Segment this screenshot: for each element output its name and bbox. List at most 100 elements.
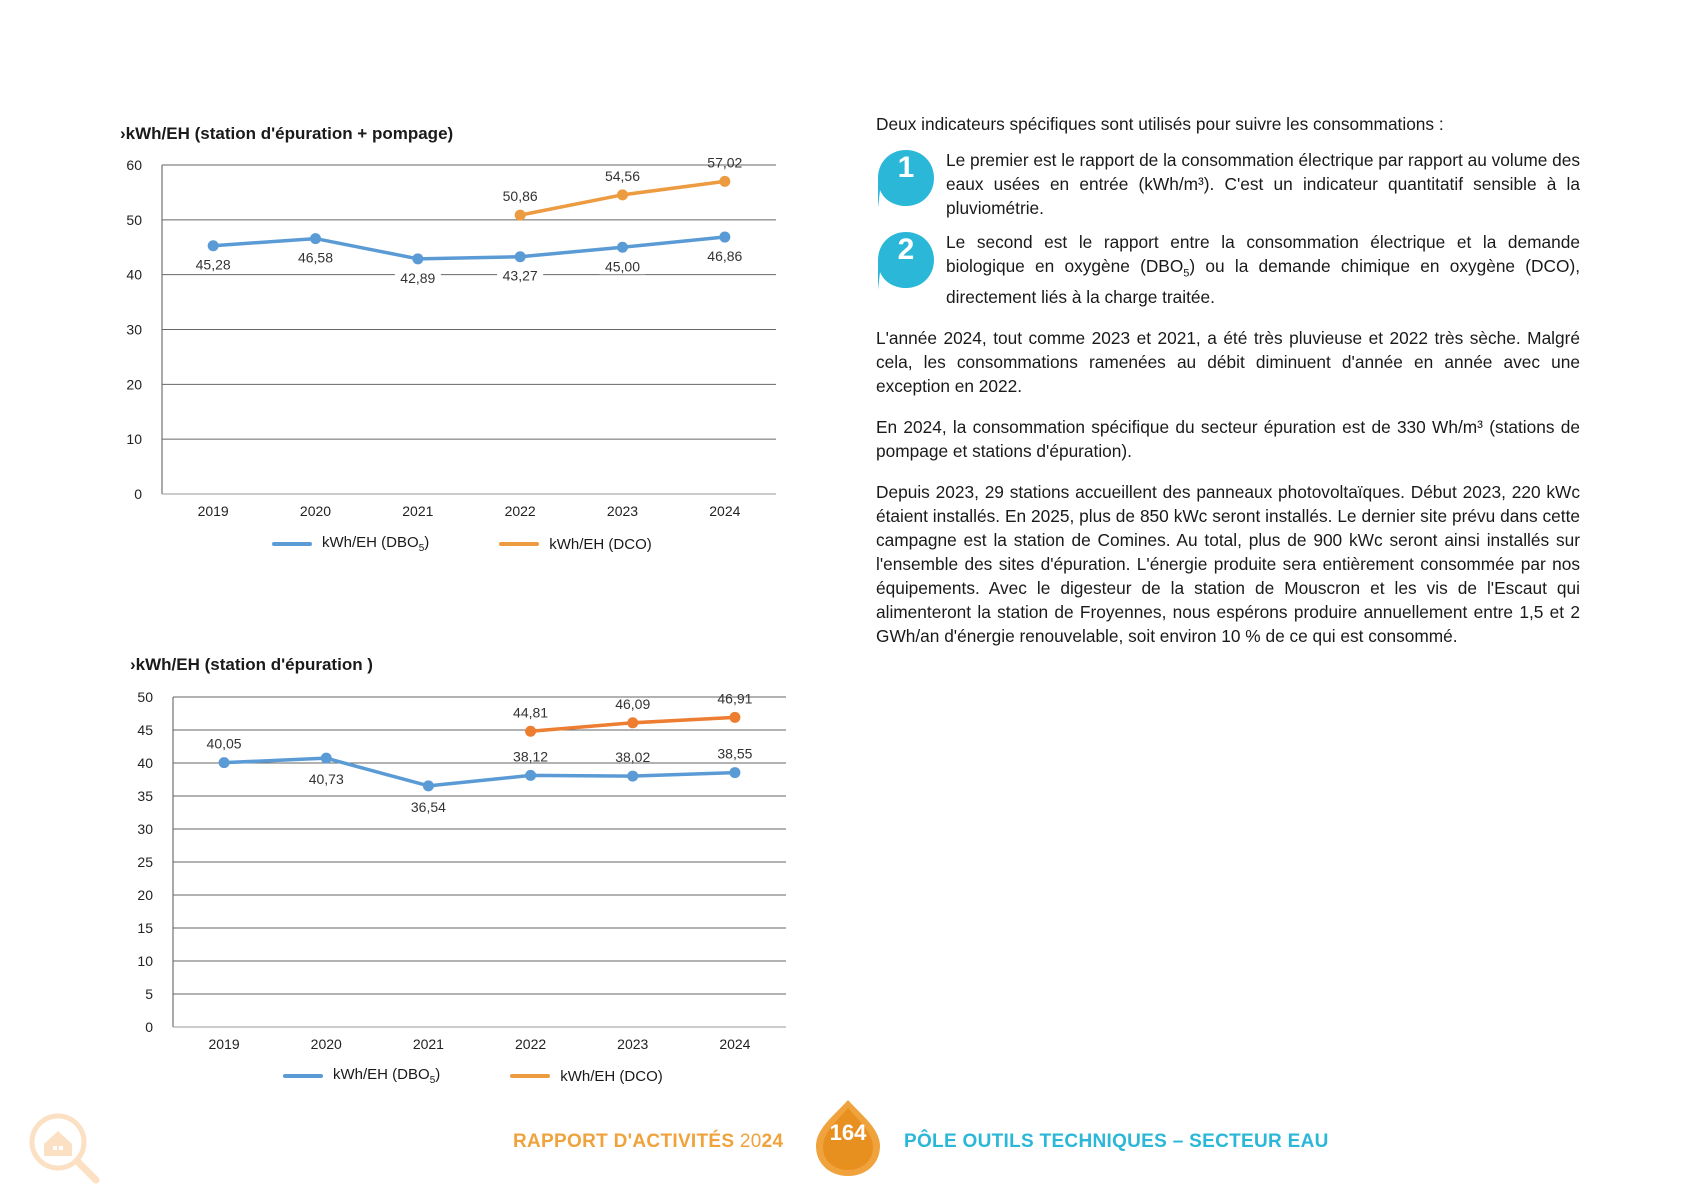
data-point	[617, 189, 628, 201]
series-line-0	[213, 235, 726, 261]
x-tick-label: 2020	[311, 1036, 342, 1052]
chart1-legend-dbo: kWh/EH (DBO5)	[322, 534, 430, 554]
data-label: 40,05	[207, 736, 242, 752]
data-label: 54,56	[605, 168, 640, 184]
y-tick-label: 50	[126, 212, 142, 228]
data-point	[525, 725, 537, 737]
text-column: Deux indicateurs spécifiques sont utilis…	[876, 112, 1580, 665]
x-tick-label: 2019	[209, 1036, 240, 1052]
data-label: 50,86	[503, 188, 538, 204]
intro-text: Deux indicateurs spécifiques sont utilis…	[876, 114, 1444, 134]
chart2-title: ›kWh/EH (station d'épuration )	[130, 655, 373, 674]
data-point	[617, 241, 628, 253]
chart2-legend-dbo: kWh/EH (DBO5)	[333, 1066, 441, 1086]
y-tick-label: 5	[145, 986, 153, 1002]
badge-number-1: 1	[897, 151, 915, 184]
data-label: 46,91	[717, 690, 752, 706]
footer-report-title: RAPPORT D'ACTIVITÉS 2024	[513, 1131, 784, 1152]
data-label-bg	[303, 770, 350, 788]
data-label: 46,09	[615, 696, 650, 712]
data-point	[412, 253, 424, 265]
data-point	[627, 717, 639, 729]
page-number: 164	[829, 1120, 867, 1145]
data-label: 36,54	[411, 799, 446, 815]
x-tick-label: 2021	[402, 503, 433, 519]
data-label: 38,12	[513, 748, 548, 764]
data-label-bg	[497, 266, 544, 284]
data-point	[719, 175, 731, 187]
legend-swatch-dco	[510, 1074, 551, 1078]
y-tick-label: 20	[126, 376, 142, 392]
drop-badge-icon: 1	[876, 148, 936, 210]
data-point	[719, 231, 731, 243]
water-drop-icon: 164	[810, 1098, 886, 1178]
data-point	[729, 711, 741, 723]
paragraph-2: En 2024, la consommation spécifique du s…	[876, 417, 1580, 462]
data-point	[320, 752, 332, 764]
indicator-text-2: Le second est le rapport entre la consom…	[946, 232, 1580, 308]
data-label: 38,55	[717, 746, 752, 762]
y-tick-label: 0	[145, 1019, 153, 1035]
y-tick-label: 60	[126, 157, 142, 173]
series-line-0	[224, 756, 735, 788]
data-label-bg	[190, 255, 237, 273]
badge-number-2: 2	[897, 233, 915, 266]
x-tick-label: 2019	[198, 503, 229, 519]
chart1-legend-dco: kWh/EH (DCO)	[549, 535, 652, 553]
data-label: 46,86	[707, 248, 742, 264]
chart1: 0 10 20 30 40 50 60 2019 2020 2021 2022 2023 2024 45,…	[126, 154, 776, 519]
x-tick-label: 2024	[719, 1036, 750, 1052]
y-tick-label: 10	[137, 953, 153, 969]
x-tick-label: 2022	[515, 1036, 546, 1052]
data-point	[310, 233, 321, 245]
x-tick-label: 2022	[505, 503, 536, 519]
x-tick-label: 2020	[300, 503, 331, 519]
data-label: 57,02	[707, 154, 742, 170]
y-tick-label: 45	[137, 722, 153, 738]
paragraph-3: Depuis 2023, 29 stations accueillent des…	[876, 482, 1580, 647]
data-point	[218, 757, 230, 769]
data-label-bg	[394, 268, 441, 286]
data-label: 42,89	[400, 270, 435, 286]
chart1-legend: kWh/EH (DBO5) kWh/EH (DCO)	[272, 534, 652, 554]
data-point	[729, 767, 741, 779]
x-tick-label: 2023	[617, 1036, 648, 1052]
indicator-item-1: 1 Le premier est le rapport de la consom…	[876, 148, 1580, 220]
y-tick-label: 30	[137, 821, 153, 837]
y-tick-label: 35	[137, 788, 153, 804]
drop-badge-icon: 2	[876, 230, 936, 292]
data-label-bg	[599, 257, 646, 275]
legend-swatch-dbo	[272, 542, 312, 546]
y-tick-label: 25	[137, 854, 153, 870]
chart2-legend: kWh/EH (DBO5) kWh/EH (DCO)	[283, 1066, 663, 1086]
y-tick-label: 15	[137, 920, 153, 936]
chart2-legend-dco: kWh/EH (DCO)	[560, 1067, 663, 1085]
data-point	[514, 251, 526, 263]
y-tick-label: 10	[126, 431, 142, 447]
x-tick-label: 2024	[709, 503, 740, 519]
x-tick-label: 2021	[413, 1036, 444, 1052]
data-label: 43,27	[503, 268, 538, 284]
home-search-icon[interactable]	[26, 1110, 102, 1186]
y-tick-label: 40	[137, 755, 153, 771]
y-tick-label: 30	[126, 322, 142, 338]
data-point	[627, 770, 639, 782]
data-label-bg	[292, 248, 339, 266]
indicator-item-2: 2 Le second est le rapport entre la cons…	[876, 230, 1580, 309]
data-label: 40,73	[309, 771, 344, 787]
data-label: 44,81	[513, 704, 548, 720]
footer-section-title: PÔLE OUTILS TECHNIQUES – SECTEUR EAU	[904, 1131, 1329, 1152]
y-tick-label: 40	[126, 267, 142, 283]
y-tick-label: 50	[137, 689, 153, 705]
data-label: 38,02	[615, 749, 650, 765]
chart1-title: ›kWh/EH (station d'épuration + pompage)	[120, 124, 454, 143]
paragraph-1: L'année 2024, tout comme 2023 et 2021, a…	[876, 328, 1580, 397]
data-label: 45,00	[605, 258, 640, 274]
chart2: 0 5 10 15 20 25 30 35 40 45 50 2019 2020 2021 2022 2023…	[137, 689, 786, 1052]
data-label-bg	[405, 797, 452, 815]
data-label-bg	[701, 247, 748, 265]
data-point	[525, 769, 537, 781]
data-point	[514, 209, 526, 221]
y-tick-label: 0	[134, 486, 142, 502]
x-tick-label: 2023	[607, 503, 638, 519]
